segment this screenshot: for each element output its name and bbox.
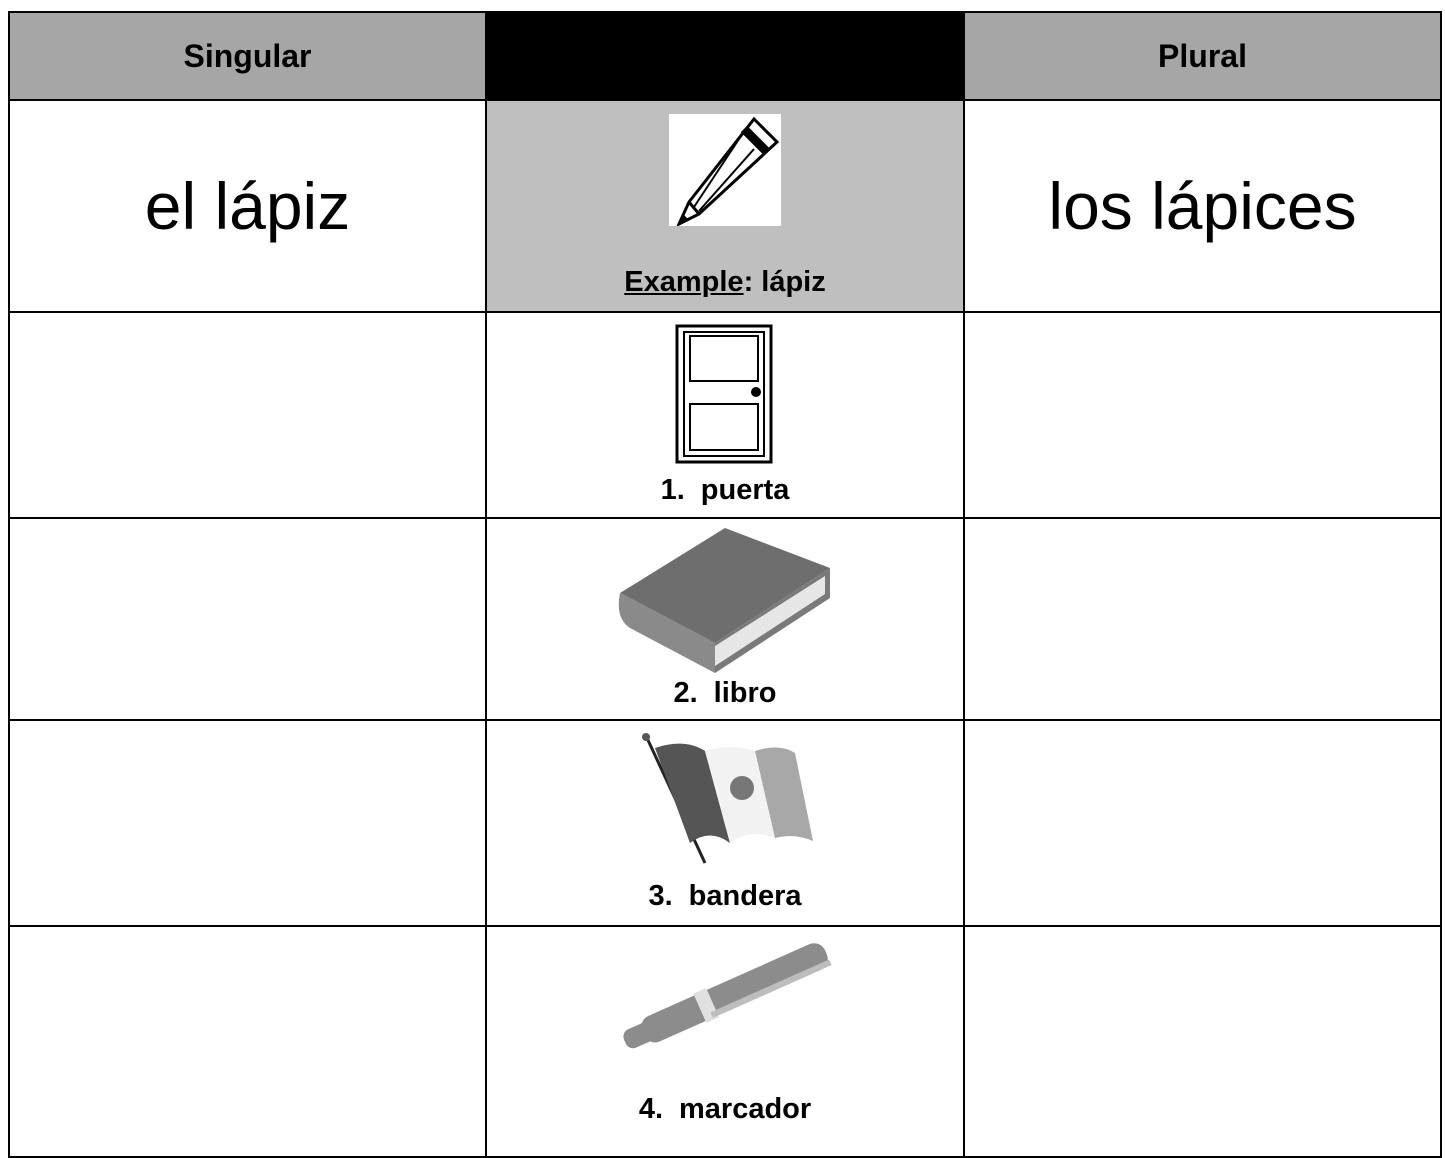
answer-plural [963,719,1442,927]
item-label: 1. puerta [487,474,963,507]
item-label: 4. marcador [487,1093,963,1126]
example-word: : lápiz [743,265,826,298]
example-label: Example [624,265,744,298]
item-number: 4. [638,1093,663,1125]
pencil-icon [669,113,781,226]
answer-singular [8,311,487,519]
item-row: 1. puerta [8,311,1442,519]
answer-plural [963,925,1442,1158]
example-plural: los lápices [963,99,1442,313]
item-cell: 4. marcador [485,925,965,1158]
header-singular: Singular [8,11,487,101]
door-icon [675,324,773,463]
answer-plural [963,517,1442,721]
item-number: 3. [648,880,673,912]
item-word: puerta [700,473,790,506]
item-number: 2. [673,677,698,709]
answer-singular [8,925,487,1158]
answer-singular [8,719,487,927]
item-word: marcador [679,1093,812,1125]
header-plural: Plural [963,11,1442,101]
flag-icon [642,733,813,864]
answer-plural [963,311,1442,519]
item-cell: 1. puerta [485,311,965,519]
example-row: el lápiz Example: lápiz los lápices [8,99,1442,313]
example-caption: Example: lápiz [487,266,963,299]
item-cell: 3. bandera [485,719,965,927]
item-word: libro [713,677,777,709]
item-word: bandera [688,880,802,912]
header-middle [485,11,965,101]
item-cell: 2. libro [485,517,965,721]
item-row: 2. libro [8,517,1442,721]
item-number: 1. [660,473,685,506]
example-singular: el lápiz [8,99,487,313]
item-row: 3. bandera [8,719,1442,927]
item-label: 3. bandera [487,880,963,913]
worksheet-table: Singular Plural el lápiz Example: lápiz … [8,11,1442,1158]
book-icon [618,528,830,673]
item-label: 2. libro [487,677,963,710]
marker-icon [623,943,832,1049]
example-cell: Example: lápiz [485,99,965,313]
item-row: 4. marcador [8,925,1442,1158]
header-row: Singular Plural [8,11,1442,101]
answer-singular [8,517,487,721]
